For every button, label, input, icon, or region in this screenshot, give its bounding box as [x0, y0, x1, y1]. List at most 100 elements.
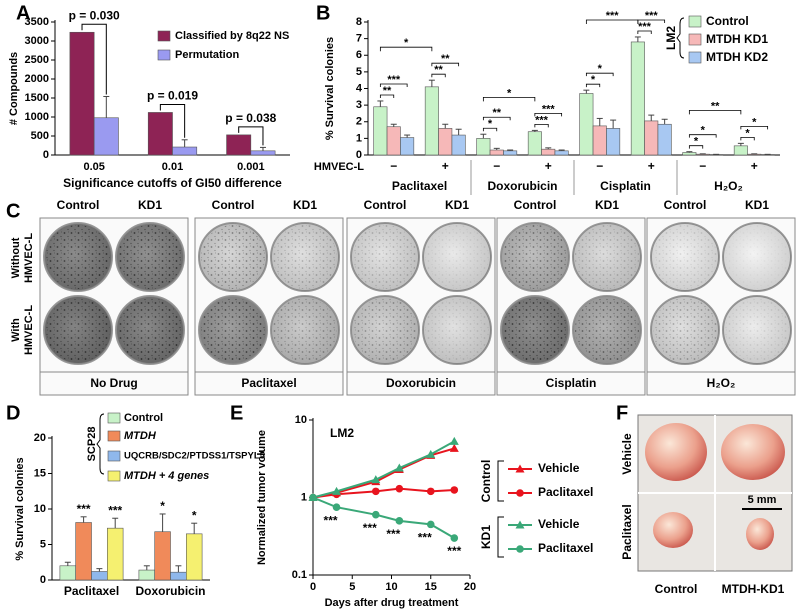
significance: *: [745, 127, 750, 139]
error-bar: [390, 123, 397, 127]
significance: *: [694, 136, 699, 148]
bracket: [379, 83, 408, 87]
tumor: [746, 518, 774, 550]
bracket: [159, 103, 186, 138]
y-tick-label: 5: [356, 66, 362, 78]
bracket: [482, 127, 498, 132]
plate-shade: [723, 223, 791, 291]
marker: [394, 463, 404, 472]
bar: [386, 126, 401, 156]
line: [312, 440, 455, 499]
significance: **: [434, 64, 443, 76]
plate-shade: [44, 223, 112, 291]
row-label: Paclitaxel: [620, 504, 634, 559]
significance: ***: [386, 527, 400, 541]
legend-label: MTDH KD1: [706, 32, 768, 46]
plate-shade: [651, 296, 719, 364]
bracket: [534, 123, 549, 128]
y-tick-label: 0: [356, 149, 362, 161]
bar: [250, 150, 276, 156]
error-bar: [531, 129, 538, 132]
plate-shade: [271, 296, 339, 364]
bar: [147, 112, 173, 156]
x-tick-label: 0: [310, 581, 316, 593]
bracket: [740, 125, 769, 130]
tumor: [645, 423, 707, 481]
bar: [138, 569, 155, 581]
error-bar: [634, 36, 641, 42]
legend-group: KD1: [479, 525, 493, 549]
error-bar: [112, 517, 119, 529]
marker: [372, 487, 380, 496]
y-tick-label: 2500: [25, 54, 49, 66]
significance: ***: [363, 521, 377, 535]
column-label: Control: [514, 198, 557, 212]
error-bar: [596, 117, 603, 126]
x-tick-label: 0.001: [237, 161, 265, 173]
y-tick-label: 0: [40, 574, 46, 586]
significance: **: [383, 85, 392, 97]
column-label: KD1: [445, 198, 469, 212]
bar: [541, 148, 556, 156]
significance: **: [492, 107, 501, 119]
y-tick-label: 1: [356, 132, 362, 144]
bar: [154, 531, 171, 581]
plate-shade: [44, 296, 112, 364]
legend-label: MTDH KD2: [706, 50, 768, 64]
y-axis-label: # Compounds: [8, 52, 20, 125]
p-value: p = 0.038: [225, 111, 276, 125]
x-axis-label: Days after drug treatment: [325, 597, 459, 609]
bar: [400, 137, 415, 156]
y-tick-label: 2000: [25, 73, 49, 85]
legend-swatch: [107, 470, 121, 482]
significance: ***: [447, 544, 461, 558]
plate-shade: [116, 223, 184, 291]
line: [312, 447, 455, 499]
bar: [91, 571, 108, 581]
x-tick-label: Paclitaxel: [64, 584, 119, 598]
error-bar: [377, 100, 384, 107]
marker: [426, 520, 435, 529]
x-tick-label: 20: [464, 581, 476, 593]
bracket: [431, 62, 460, 67]
marker: [395, 517, 404, 525]
legend-swatch: [688, 33, 702, 46]
legend-swatch: [157, 30, 171, 42]
bar: [733, 145, 748, 156]
y-tick-label: 4: [356, 82, 363, 94]
significance: ***: [542, 103, 556, 115]
panel-label: A: [16, 2, 30, 24]
group-label: Doxorubicin: [487, 179, 557, 193]
error-bar: [648, 114, 655, 121]
bar: [592, 125, 607, 156]
row-label: Without: [10, 237, 22, 278]
bar: [579, 93, 594, 156]
bar: [527, 131, 542, 156]
x-tick-label: +: [751, 159, 758, 173]
marker: [426, 449, 436, 458]
marker: [426, 487, 435, 496]
significance: *: [591, 74, 596, 86]
legend-swatch: [107, 450, 121, 462]
y-axis-label: Normalized tumor volume: [256, 430, 268, 565]
marker: [516, 489, 524, 497]
x-tick-label: −: [596, 159, 603, 173]
legend-label: UQCRB/SDC2/PTDSS1/TSPYL5: [124, 451, 266, 462]
significance: ***: [77, 502, 91, 516]
x-tick-label: 0.05: [83, 161, 104, 173]
bracket: [637, 30, 652, 34]
bar: [186, 533, 203, 581]
error-bar: [558, 149, 565, 151]
y-tick-label: 500: [31, 130, 49, 142]
plate-shade: [573, 223, 641, 291]
error-bar: [404, 134, 411, 138]
y-tick-label: 3: [356, 99, 362, 111]
treatment-label: Cisplatin: [546, 376, 597, 390]
bar: [438, 128, 453, 156]
legend-title: SCP28: [86, 427, 98, 462]
error-bar: [686, 151, 693, 153]
significance: *: [752, 116, 757, 128]
error-bar: [545, 147, 552, 150]
y-tick-label: 3500: [25, 16, 49, 28]
plate-shade: [501, 296, 569, 364]
